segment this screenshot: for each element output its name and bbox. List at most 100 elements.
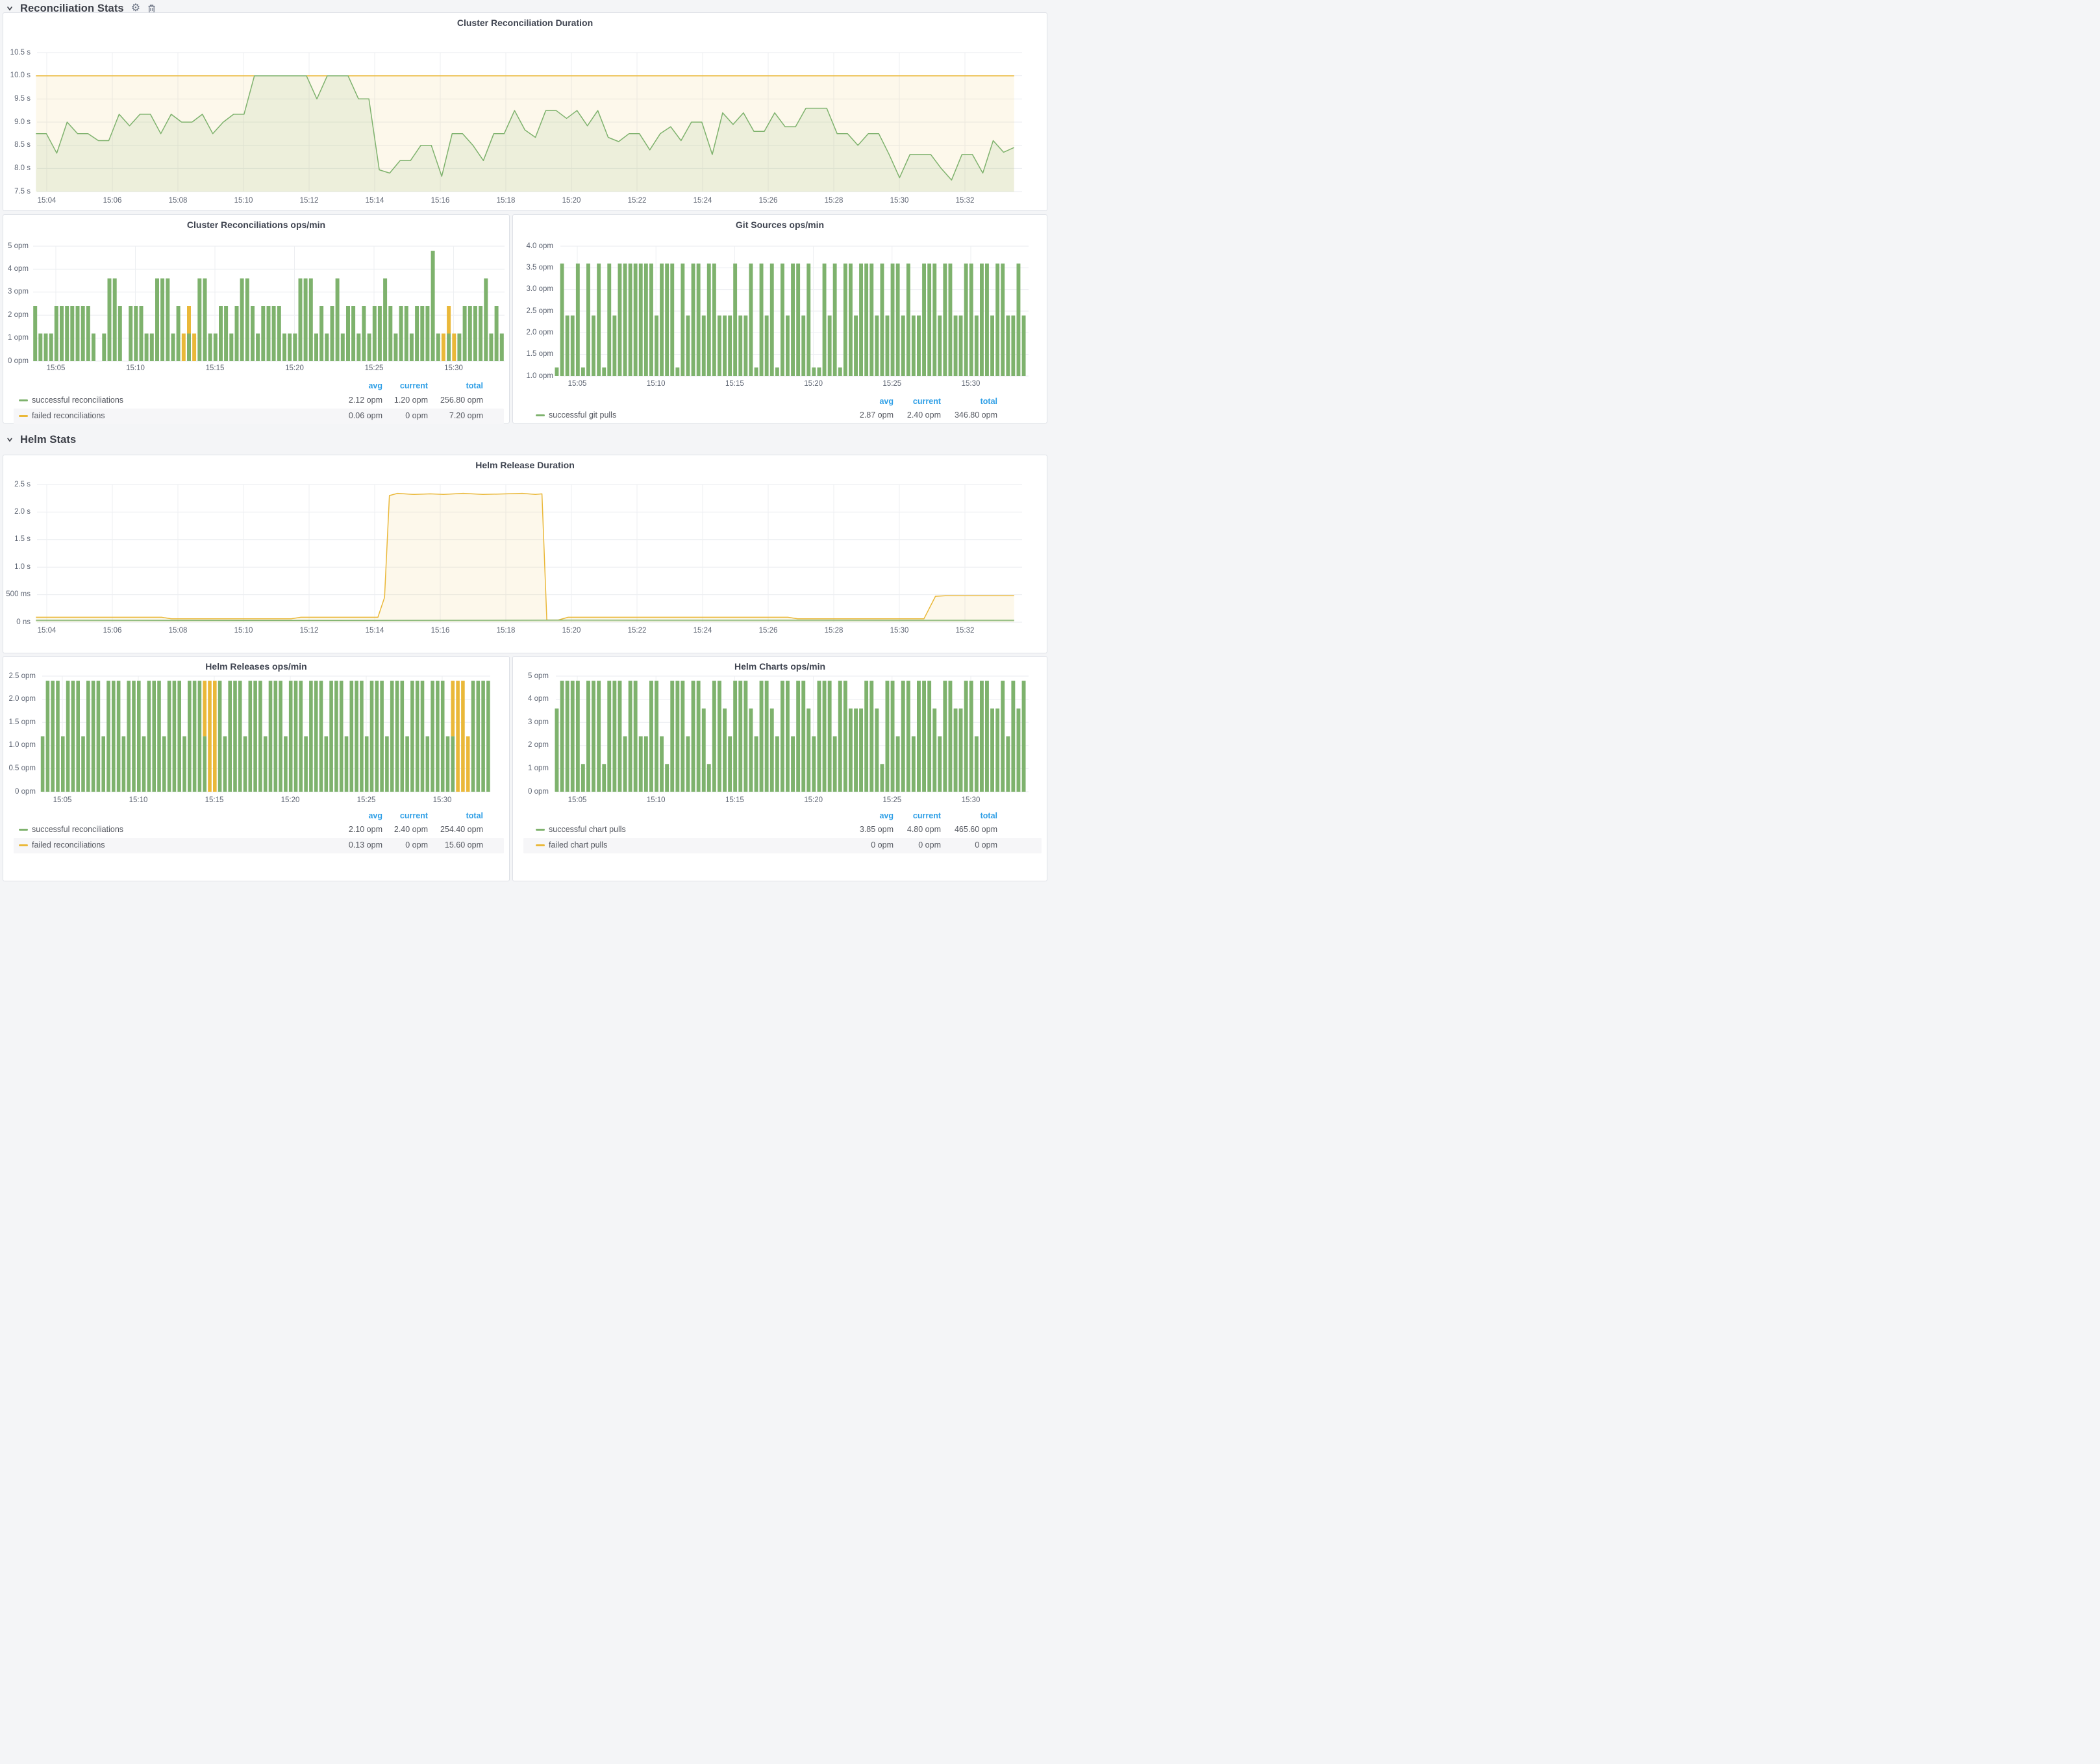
- legend-header-total[interactable]: total: [466, 811, 483, 820]
- y-axis-label: 2.0 opm: [526, 329, 553, 336]
- y-axis-label: 1.5 opm: [526, 350, 553, 358]
- legend-series-label[interactable]: successful reconciliations: [32, 396, 123, 405]
- x-axis-label: 15:12: [300, 197, 319, 205]
- panel-cluster-reconciliations-opm: Cluster Reconciliations ops/min 0 opm1 o…: [3, 214, 510, 423]
- x-axis-label: 15:30: [962, 380, 981, 388]
- y-axis-label: 2.5 s: [14, 481, 31, 488]
- legend-series-label[interactable]: successful reconciliations: [32, 825, 123, 834]
- y-axis-label: 0.5 opm: [8, 764, 36, 772]
- x-axis-label: 15:15: [205, 796, 224, 804]
- legend-value-avg: 2.87 opm: [860, 410, 894, 420]
- y-axis-label: 0 opm: [528, 788, 549, 796]
- y-axis-label: 10.5 s: [10, 49, 31, 57]
- legend-value-total: 346.80 opm: [955, 410, 997, 420]
- y-axis-label: 1.0 opm: [526, 372, 553, 380]
- y-axis-label: 2 opm: [8, 311, 29, 319]
- legend-value-total: 465.60 opm: [955, 825, 997, 834]
- y-axis-label: 2.5 opm: [526, 307, 553, 315]
- legend-value-avg: 3.85 opm: [860, 825, 894, 834]
- legend-header-avg[interactable]: avg: [879, 397, 894, 406]
- cluster-reconciliations-opm-plot[interactable]: [3, 215, 510, 424]
- y-axis-label: 2.0 s: [14, 508, 31, 516]
- legend-header-avg[interactable]: avg: [368, 381, 382, 390]
- panel-title[interactable]: Helm Charts ops/min: [513, 661, 1047, 672]
- legend-series-label[interactable]: successful git pulls: [549, 410, 616, 420]
- section-header-helm-stats: Helm Stats: [6, 433, 76, 446]
- legend-series-dash-icon: [19, 844, 28, 846]
- legend-value-total: 254.40 opm: [440, 825, 483, 834]
- panel-cluster-reconciliation-duration: Cluster Reconciliation Duration 7.5 s 8.0…: [3, 12, 1047, 211]
- successful reconciliations-bars: [41, 681, 490, 792]
- x-axis-label: 15:25: [365, 364, 384, 372]
- x-axis-label: 15:12: [300, 627, 319, 635]
- x-axis-label: 15:25: [357, 796, 376, 804]
- legend-header-current[interactable]: current: [913, 811, 941, 820]
- x-axis-label: 15:30: [962, 796, 981, 804]
- legend-series-dash-icon: [19, 829, 28, 831]
- chevron-down-icon[interactable]: [6, 436, 13, 443]
- legend-series-label[interactable]: failed reconciliations: [32, 411, 105, 420]
- legend-value-current: 0 opm: [918, 840, 941, 850]
- cluster-reconciliation-duration-plot[interactable]: [3, 13, 1048, 212]
- x-axis-label: 15:22: [628, 197, 647, 205]
- legend-value-avg: 2.12 opm: [349, 396, 382, 405]
- panel-title[interactable]: Cluster Reconciliations ops/min: [3, 220, 509, 230]
- x-axis-label: 15:05: [47, 364, 66, 372]
- y-axis-label: 3 opm: [8, 288, 29, 296]
- x-axis-label: 15:25: [882, 380, 901, 388]
- legend-value-total: 7.20 opm: [449, 411, 483, 420]
- x-axis-label: 15:24: [694, 627, 712, 635]
- legend-header-total[interactable]: total: [466, 381, 483, 390]
- successful chart pulls-bars: [555, 681, 1026, 792]
- x-axis-label: 15:10: [234, 197, 253, 205]
- legend-value-current: 4.80 opm: [907, 825, 941, 834]
- x-axis-label: 15:16: [431, 197, 450, 205]
- legend-header-current[interactable]: current: [913, 397, 941, 406]
- x-axis-label: 15:18: [497, 627, 516, 635]
- x-axis-label: 15:04: [38, 627, 56, 635]
- panel-helm-charts-opm: Helm Charts ops/min 0 opm1 opm2 opm3 opm…: [512, 656, 1047, 881]
- panel-title[interactable]: Cluster Reconciliation Duration: [3, 18, 1047, 28]
- x-axis-label: 15:15: [725, 796, 744, 804]
- chevron-down-icon[interactable]: [6, 5, 13, 12]
- y-axis-label: 4 opm: [8, 265, 29, 273]
- legend-header-avg[interactable]: avg: [879, 811, 894, 820]
- legend-header-total[interactable]: total: [981, 811, 997, 820]
- x-axis-label: 15:08: [169, 197, 188, 205]
- legend-series-label[interactable]: failed reconciliations: [32, 840, 105, 850]
- x-axis-label: 15:05: [53, 796, 72, 804]
- helm-release-duration-plot[interactable]: [3, 455, 1048, 654]
- x-axis-label: 15:20: [562, 627, 581, 635]
- x-axis-label: 15:32: [956, 627, 975, 635]
- x-axis-label: 15:06: [103, 627, 122, 635]
- panel-helm-release-duration: Helm Release Duration 0 ns500 ms1.0 s1.5…: [3, 455, 1047, 653]
- x-axis-label: 15:14: [366, 627, 384, 635]
- panel-git-sources-opm: Git Sources ops/min 1.0 opm 1.5 opm 2.0 op…: [512, 214, 1047, 423]
- y-axis-label: 9.0 s: [14, 118, 31, 126]
- git-sources-opm-plot[interactable]: [513, 215, 1048, 424]
- x-axis-label: 15:08: [169, 627, 188, 635]
- legend-series-dash-icon: [536, 829, 545, 831]
- legend-value-total: 15.60 opm: [445, 840, 483, 850]
- panel-title[interactable]: Helm Release Duration: [3, 460, 1047, 470]
- x-axis-label: 15:22: [628, 627, 647, 635]
- y-axis-label: 7.5 s: [14, 188, 31, 195]
- x-axis-label: 15:28: [825, 627, 844, 635]
- legend-header-avg[interactable]: avg: [368, 811, 382, 820]
- y-axis-label: 5 opm: [8, 242, 29, 250]
- x-axis-label: 15:15: [206, 364, 225, 372]
- legend-header-total[interactable]: total: [981, 397, 997, 406]
- section-title[interactable]: Helm Stats: [20, 434, 76, 446]
- legend-value-avg: 0 opm: [871, 840, 894, 850]
- legend-header-current[interactable]: current: [400, 811, 428, 820]
- panel-title[interactable]: Helm Releases ops/min: [3, 661, 509, 672]
- legend-series-label[interactable]: failed chart pulls: [549, 840, 607, 850]
- y-axis-label: 8.0 s: [14, 164, 31, 172]
- y-axis-label: 500 ms: [6, 590, 31, 598]
- legend-series-dash-icon: [19, 399, 28, 401]
- legend-header-current[interactable]: current: [400, 381, 428, 390]
- legend-series-label[interactable]: successful chart pulls: [549, 825, 626, 834]
- x-axis-label: 15:32: [956, 197, 975, 205]
- x-axis-label: 15:10: [647, 796, 666, 804]
- panel-title[interactable]: Git Sources ops/min: [513, 220, 1047, 230]
